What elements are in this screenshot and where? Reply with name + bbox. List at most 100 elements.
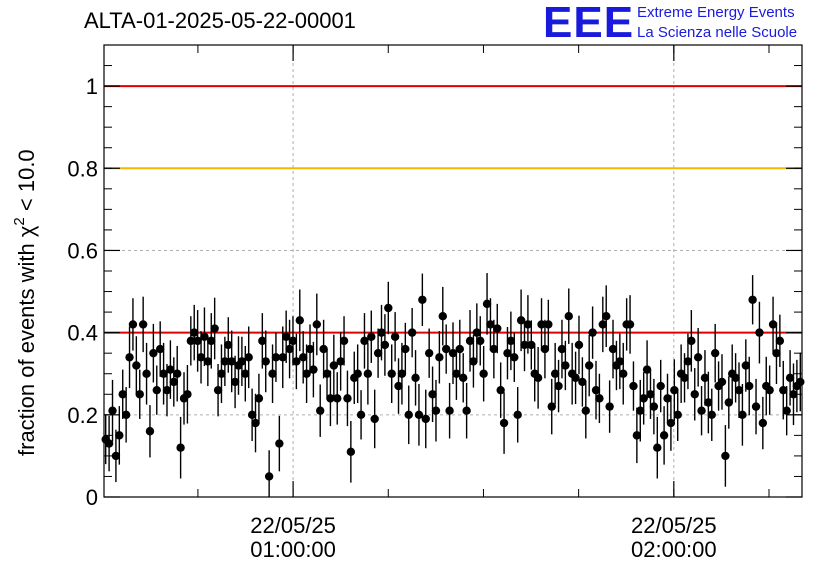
data-point bbox=[135, 390, 144, 399]
data-point bbox=[312, 320, 322, 329]
data-point bbox=[704, 398, 713, 407]
data-point bbox=[564, 312, 573, 321]
data-point bbox=[455, 344, 465, 354]
data-point bbox=[275, 439, 284, 448]
data-point bbox=[230, 377, 240, 387]
data-point bbox=[278, 353, 287, 362]
data-point bbox=[339, 336, 349, 346]
data-point bbox=[241, 369, 250, 378]
data-point bbox=[489, 344, 499, 354]
data-point bbox=[411, 373, 420, 383]
data-point bbox=[673, 410, 682, 420]
data-point bbox=[741, 361, 751, 370]
data-point bbox=[659, 431, 669, 440]
data-point bbox=[656, 381, 665, 391]
data-point bbox=[707, 410, 716, 420]
data-point bbox=[544, 320, 553, 329]
data-point bbox=[380, 340, 390, 350]
grid-layer bbox=[104, 45, 802, 497]
data-point bbox=[540, 344, 550, 354]
data-point bbox=[649, 402, 659, 411]
data-point bbox=[343, 394, 352, 403]
axis-layer: 00.20.40.60.8122/05/2501:00:0022/05/2502… bbox=[67, 44, 802, 562]
data-point bbox=[431, 406, 441, 415]
y-tick-label: 0 bbox=[86, 485, 98, 510]
data-point bbox=[779, 385, 788, 395]
data-point bbox=[533, 373, 543, 383]
data-point bbox=[196, 353, 206, 362]
data-point bbox=[302, 369, 311, 378]
data-point bbox=[309, 365, 318, 374]
data-point bbox=[605, 402, 614, 411]
data-point bbox=[537, 320, 546, 329]
data-point bbox=[418, 295, 427, 304]
data-point bbox=[149, 348, 158, 358]
data-point bbox=[646, 390, 655, 399]
y-tick-label: 0.2 bbox=[67, 403, 98, 428]
data-point bbox=[193, 336, 202, 346]
data-point bbox=[602, 312, 611, 321]
data-point bbox=[111, 451, 121, 461]
data-point bbox=[789, 390, 798, 399]
data-point bbox=[486, 320, 495, 329]
data-point bbox=[452, 369, 461, 378]
data-point bbox=[625, 320, 635, 329]
y-tick-label: 0.6 bbox=[67, 238, 98, 263]
y-tick-label: 0.4 bbox=[67, 321, 98, 346]
data-point bbox=[683, 357, 693, 366]
data-point bbox=[557, 344, 567, 354]
data-point bbox=[506, 336, 516, 346]
y-tick-label: 0.8 bbox=[67, 156, 98, 181]
data-point bbox=[479, 369, 488, 378]
data-point bbox=[316, 406, 325, 415]
data-point bbox=[333, 394, 342, 403]
data-point bbox=[462, 406, 471, 415]
data-point bbox=[710, 348, 720, 358]
data-point bbox=[390, 332, 400, 341]
data-point bbox=[578, 377, 587, 387]
data-point bbox=[445, 406, 454, 415]
data-point bbox=[642, 365, 652, 374]
data-point bbox=[407, 328, 417, 337]
data-point bbox=[482, 299, 492, 309]
data-point bbox=[285, 344, 294, 354]
data-point bbox=[298, 353, 308, 362]
data-point bbox=[493, 324, 502, 333]
data-point bbox=[513, 410, 522, 420]
data-point bbox=[796, 377, 805, 387]
data-point bbox=[608, 344, 618, 354]
data-point bbox=[166, 365, 175, 374]
data-point bbox=[305, 344, 315, 354]
data-point bbox=[224, 340, 233, 350]
data-point bbox=[295, 316, 304, 325]
data-point bbox=[755, 328, 764, 337]
data-point bbox=[765, 385, 774, 395]
data-point bbox=[745, 381, 754, 391]
data-point bbox=[782, 406, 791, 415]
data-point bbox=[247, 410, 257, 420]
data-point bbox=[734, 385, 744, 395]
data-point bbox=[132, 361, 141, 370]
data-point bbox=[615, 357, 625, 366]
data-point bbox=[547, 402, 556, 411]
data-point bbox=[264, 472, 274, 481]
data-point bbox=[469, 357, 478, 366]
data-point bbox=[523, 320, 533, 329]
data-point bbox=[353, 369, 362, 378]
data-point bbox=[128, 320, 138, 329]
data-point bbox=[574, 340, 584, 350]
logo-tagline-1: Extreme Energy Events bbox=[637, 4, 795, 21]
data-point bbox=[653, 443, 662, 452]
data-point bbox=[700, 373, 710, 383]
data-point bbox=[772, 348, 781, 358]
data-point bbox=[680, 373, 689, 383]
data-point bbox=[768, 320, 778, 329]
data-point bbox=[632, 431, 642, 440]
data-point bbox=[401, 344, 410, 354]
data-point bbox=[169, 377, 178, 387]
data-point bbox=[292, 357, 301, 366]
data-point bbox=[258, 336, 267, 346]
data-layer bbox=[101, 273, 805, 497]
data-point bbox=[595, 394, 604, 403]
data-point bbox=[200, 332, 209, 341]
